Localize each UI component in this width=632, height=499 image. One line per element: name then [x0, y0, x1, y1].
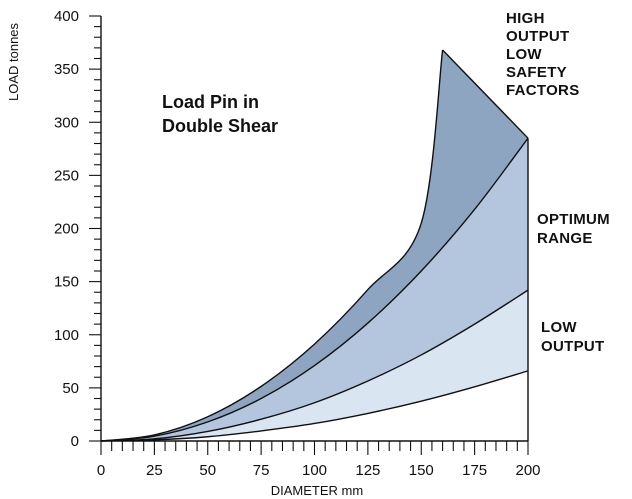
band-low-output — [101, 290, 528, 441]
annotation-high-line-1: HIGH — [506, 10, 545, 27]
x-axis-title: DIAMETER mm — [271, 483, 363, 498]
annotation-high-line-4: SAFETY — [506, 64, 567, 81]
y-tick-label: 150 — [54, 274, 79, 291]
x-tick-label: 25 — [146, 462, 163, 479]
y-tick-label: 250 — [54, 167, 79, 184]
x-tick-label: 100 — [302, 462, 327, 479]
chart-title-line-2: Double Shear — [162, 116, 278, 136]
x-tick-label: 150 — [409, 462, 434, 479]
curve-mid — [100, 289, 529, 442]
x-tick-label: 125 — [355, 462, 380, 479]
y-axis-title: LOAD tonnes — [6, 22, 21, 101]
x-tick-label: 200 — [515, 462, 540, 479]
y-tick-label: 200 — [54, 221, 79, 238]
x-tick-label: 75 — [253, 462, 270, 479]
annotation-optimum-range: OPTIMUM RANGE — [537, 211, 610, 247]
annotation-low-line-2: OUTPUT — [541, 338, 604, 355]
annotation-low-line-1: LOW — [541, 319, 577, 336]
y-tick-label: 100 — [54, 327, 79, 344]
curve-low — [100, 370, 529, 442]
annotation-low-output: LOW OUTPUT — [541, 319, 604, 355]
curve-peak — [100, 49, 444, 442]
chart-title-line-1: Load Pin in — [162, 92, 259, 112]
x-tick-label: 50 — [199, 462, 216, 479]
x-tick-label: 0 — [97, 462, 105, 479]
y-tick-label: 0 — [71, 433, 79, 450]
y-tick-label: 400 — [54, 8, 79, 25]
y-tick-label: 300 — [54, 114, 79, 131]
y-tick-label: 50 — [62, 380, 79, 397]
annotation-high-output: HIGH OUTPUT LOW SAFETY FACTORS — [506, 10, 580, 99]
annotation-high-line-2: OUTPUT — [506, 28, 569, 45]
band-optimum — [101, 138, 528, 441]
band-high-output — [101, 50, 528, 441]
annotation-optimum-line-2: RANGE — [537, 230, 593, 247]
curve-upper — [100, 137, 529, 442]
y-tick-label: 350 — [54, 61, 79, 78]
annotation-high-line-5: FACTORS — [506, 82, 580, 99]
curve-peak-descent — [442, 49, 529, 139]
bands-layer — [101, 50, 528, 441]
x-tick-label: 175 — [462, 462, 487, 479]
curves-layer — [100, 49, 529, 442]
axes-layer: 0 50 100 150 200 250 300 350 400 0 25 50 75 100 125 150… — [54, 8, 541, 479]
annotation-optimum-line-1: OPTIMUM — [537, 211, 610, 228]
annotation-high-line-3: LOW — [506, 46, 542, 63]
